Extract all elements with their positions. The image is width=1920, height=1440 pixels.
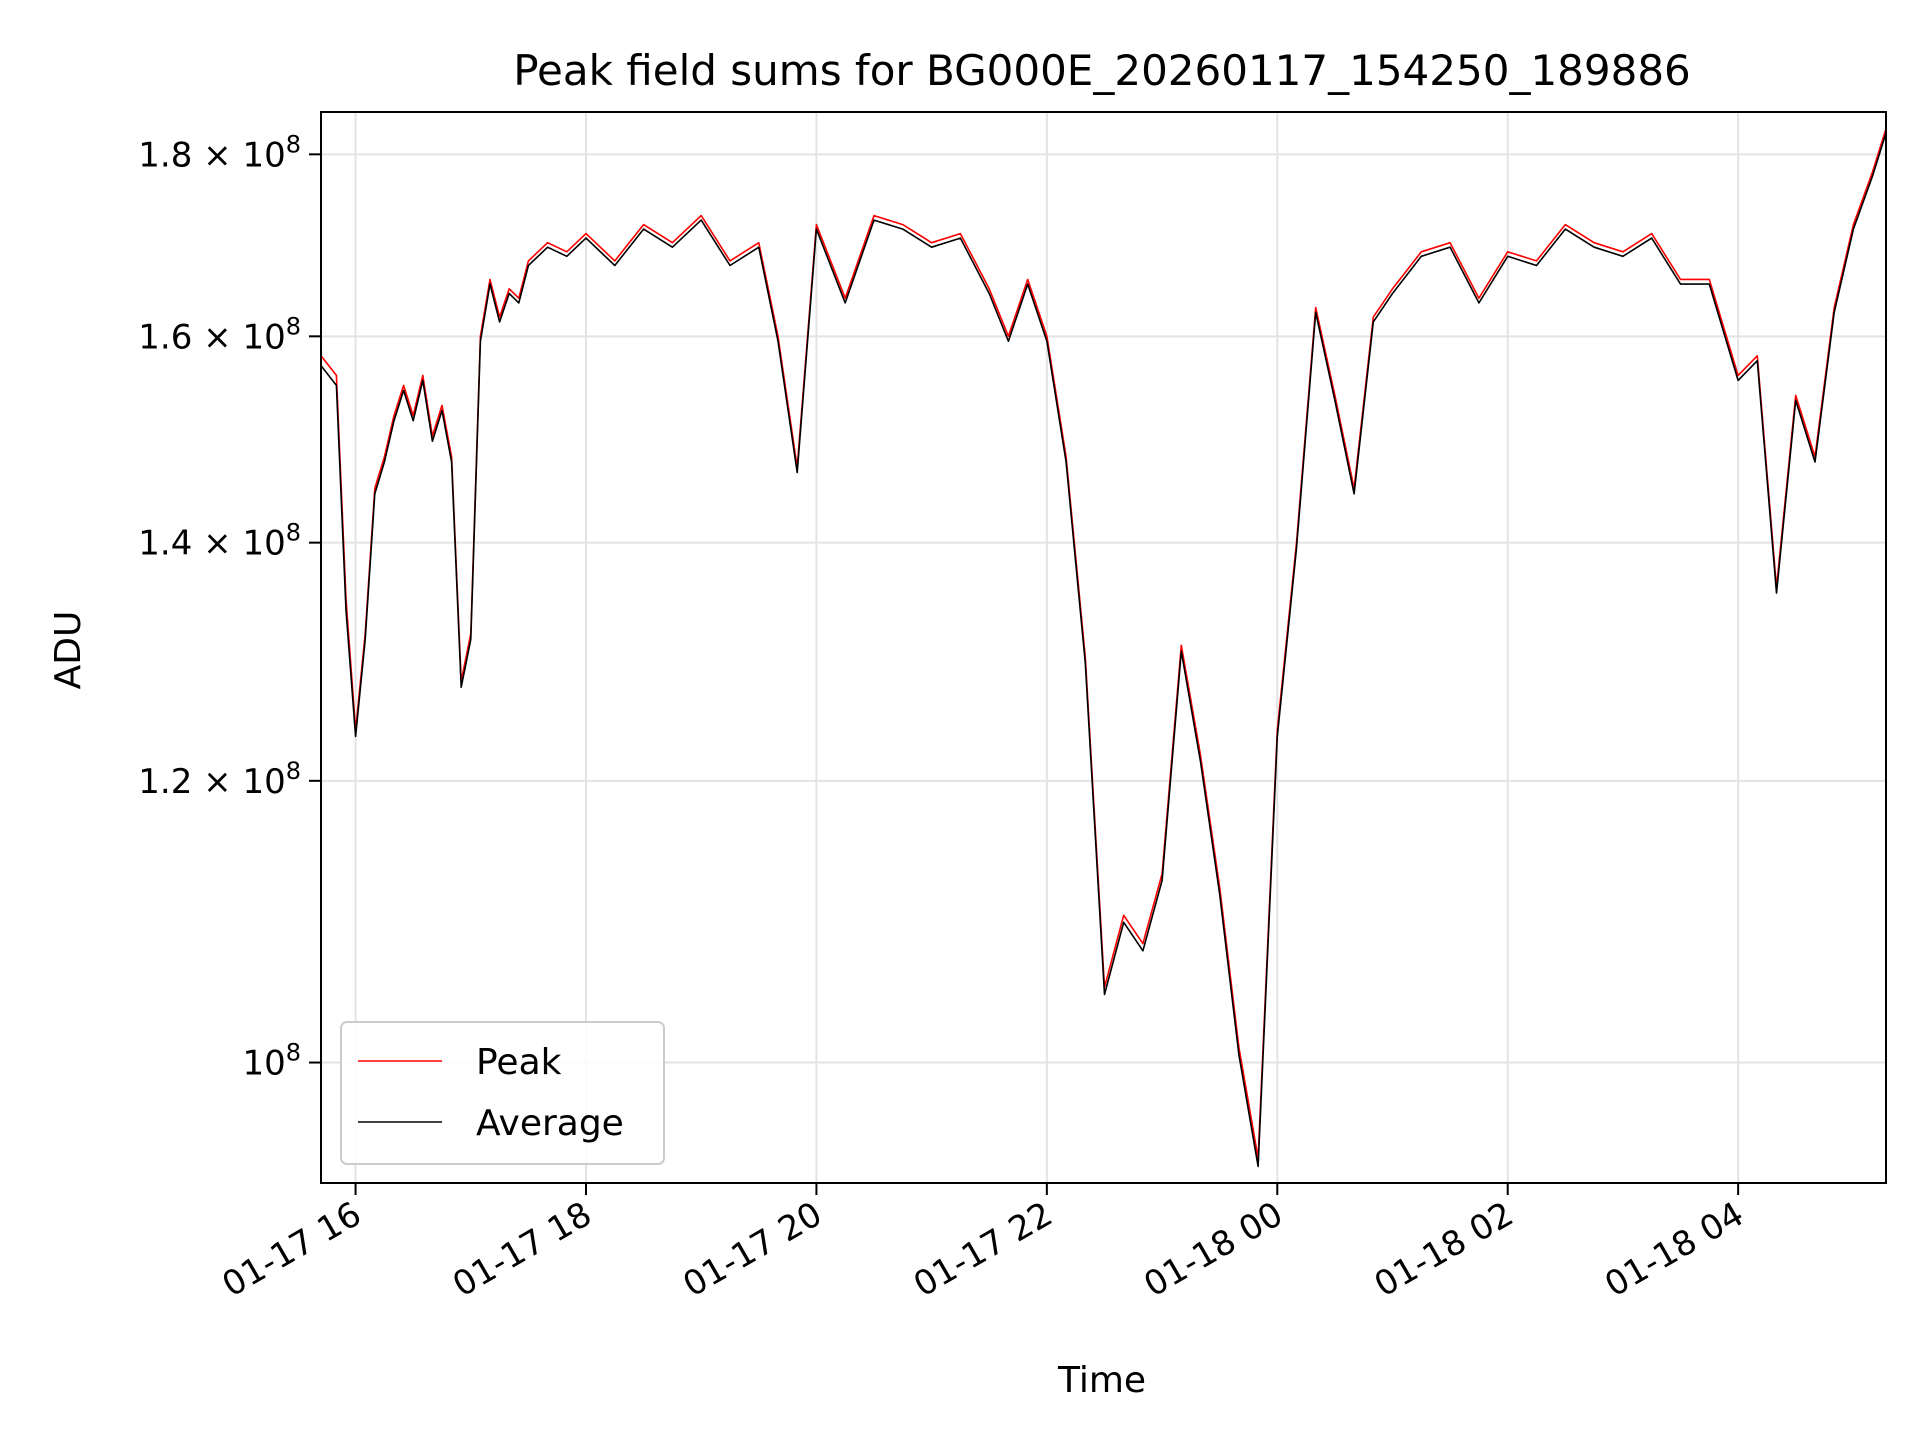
series-line-average [320,132,1887,1168]
y-tick-label: 1.2 × 108 [138,757,301,802]
plot-lines [320,128,1887,1168]
legend-box [340,1021,665,1165]
legend-label-peak: Peak [476,1042,562,1083]
y-tick-label: 1.8 × 108 [138,130,301,175]
legend-label-average: Average [476,1103,624,1144]
plot-frame [320,111,1887,1184]
y-tick-label: 1.4 × 108 [138,519,301,564]
chart-title: Peak field sums for BG000E_20260117_1542… [513,46,1691,95]
y-tick-label: 1.6 × 108 [138,312,301,357]
legend: Peak Average [340,1021,665,1165]
x-axis-label: Time [1057,1360,1146,1401]
y-axis-label: ADU [48,611,89,690]
grid [321,112,1886,1183]
